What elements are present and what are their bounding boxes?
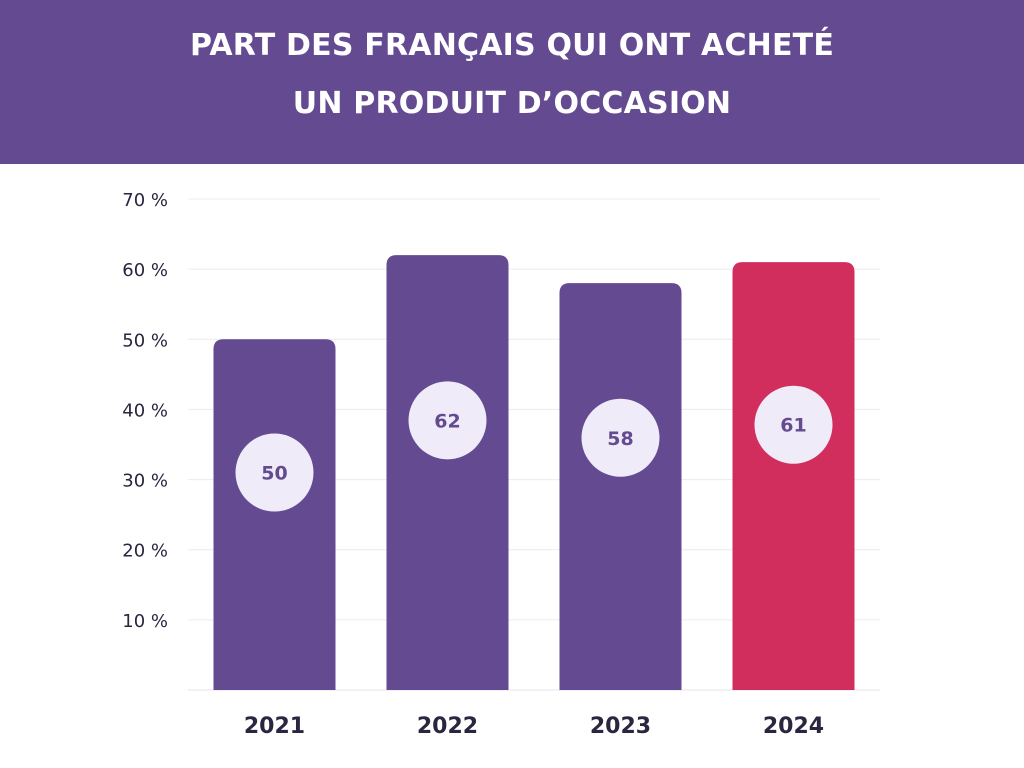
- y-tick-label: 10 %: [122, 611, 168, 632]
- x-tick-label-2022: 2022: [417, 714, 478, 739]
- value-label-2021: 50: [261, 463, 287, 485]
- y-tick-label: 20 %: [122, 541, 168, 562]
- bar-2023: [559, 283, 682, 690]
- value-labels: 50 62 58 61: [235, 381, 833, 512]
- y-tick-label: 70 %: [122, 190, 168, 211]
- x-tick-label-2021: 2021: [244, 714, 305, 739]
- y-tick-label: 50 %: [122, 330, 168, 351]
- value-label-2024: 61: [780, 415, 806, 437]
- bar-chart: 10 % 20 % 30 % 40 % 50 % 60 % 70 % 50 62 58 61 20…: [122, 190, 880, 739]
- x-tick-label-2023: 2023: [590, 714, 651, 739]
- title-banner: PART DES FRANÇAIS QUI ONT ACHETÉ UN PROD…: [0, 0, 1024, 164]
- y-tick-label: 40 %: [122, 400, 168, 421]
- value-label-2023: 58: [607, 428, 633, 450]
- x-axis-ticks: 2021 2022 2023 2024: [244, 714, 824, 739]
- value-bubble-2021: [235, 433, 314, 512]
- value-bubble-2022: [408, 381, 487, 460]
- chart-title-line-1: PART DES FRANÇAIS QUI ONT ACHETÉ: [189, 28, 835, 63]
- bar-2021: [213, 339, 336, 690]
- y-tick-label: 30 %: [122, 471, 168, 492]
- bars: [213, 255, 855, 690]
- y-tick-label: 60 %: [122, 260, 168, 281]
- y-axis-ticks: 10 % 20 % 30 % 40 % 50 % 60 % 70 %: [122, 190, 168, 632]
- bar-2024: [732, 262, 855, 690]
- chart-title-line-2: UN PRODUIT D’OCCASION: [292, 86, 732, 121]
- bar-2022: [386, 255, 509, 690]
- value-label-2022: 62: [434, 410, 460, 432]
- value-bubble-2024: [754, 385, 833, 464]
- x-tick-label-2024: 2024: [763, 714, 824, 739]
- value-bubble-2023: [581, 398, 660, 477]
